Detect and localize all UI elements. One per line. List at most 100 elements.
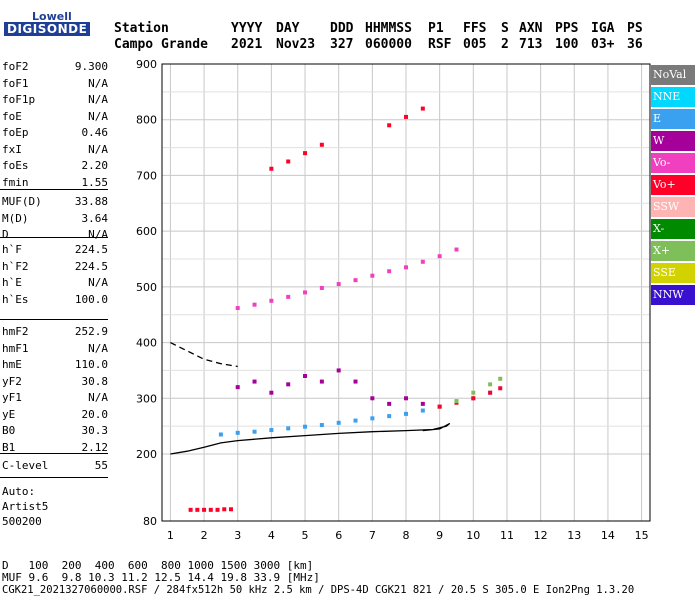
data-point bbox=[252, 429, 257, 434]
param-row: foF1 N/A bbox=[2, 77, 108, 93]
param-value: 0.46 bbox=[81, 126, 109, 139]
param-name: M(D) bbox=[2, 211, 29, 225]
data-point bbox=[454, 399, 459, 404]
x-tick-label: 4 bbox=[268, 529, 275, 542]
station-label: Station bbox=[114, 21, 169, 36]
data-point bbox=[488, 390, 493, 395]
header-col-label-yyyy: YYYY bbox=[231, 21, 263, 36]
data-point bbox=[336, 368, 341, 373]
legend-item-w: W bbox=[651, 131, 695, 151]
series-f2-2nd-hop-vo- bbox=[235, 247, 459, 311]
x-tick-label: 2 bbox=[201, 529, 208, 542]
data-point bbox=[498, 386, 503, 391]
muf-values: 9.6 9.8 10.3 11.2 12.5 14.4 19.8 33.9 [M… bbox=[28, 571, 320, 584]
param-value: 30.3 bbox=[81, 424, 109, 437]
auto-info-line: 500200 bbox=[2, 515, 42, 528]
data-point bbox=[269, 166, 274, 171]
data-point bbox=[286, 426, 291, 431]
legend-item-noval: NoVal bbox=[651, 65, 695, 85]
param-value: N/A bbox=[88, 93, 108, 106]
param-name: MUF(D) bbox=[2, 195, 42, 208]
data-point bbox=[420, 401, 425, 406]
param-row: h`E N/A bbox=[2, 276, 108, 292]
param-name: foF1p bbox=[2, 93, 36, 106]
data-point bbox=[286, 382, 291, 387]
distance-row: D 100 200 400 600 800 1000 1500 3000 [km… bbox=[2, 559, 313, 572]
data-point bbox=[404, 396, 408, 401]
param-value: 33.88 bbox=[74, 195, 108, 208]
param-row: M(D) 3.64 bbox=[2, 212, 108, 228]
data-point bbox=[319, 423, 324, 428]
data-point bbox=[303, 424, 308, 429]
param-value: 224.5 bbox=[74, 243, 108, 256]
logo-text-digisonde: DIGISONDE bbox=[4, 22, 91, 36]
param-value: 2.12 bbox=[81, 440, 109, 454]
param-value: 1.55 bbox=[81, 175, 109, 189]
header-col-value-yyyy: 2021 bbox=[231, 37, 263, 52]
data-point bbox=[488, 382, 493, 387]
param-value: 100.0 bbox=[74, 292, 108, 306]
header-col-label-s: S bbox=[501, 21, 509, 36]
y-tick-label: 300 bbox=[136, 392, 157, 405]
data-point bbox=[188, 507, 193, 512]
data-point bbox=[303, 374, 308, 378]
param-name: yF1 bbox=[2, 391, 22, 404]
param-row: foE N/A bbox=[2, 110, 108, 126]
header-col-label-axn: AXN bbox=[519, 21, 543, 36]
y-tick-label: 400 bbox=[136, 337, 157, 350]
series-f2-3rd-hop-vo- bbox=[269, 106, 425, 171]
legend-item-x: X+ bbox=[651, 241, 695, 261]
series-o-mode-vo- bbox=[437, 386, 503, 409]
param-value: 9.300 bbox=[74, 60, 108, 73]
data-point bbox=[215, 507, 220, 512]
param-row: yF1 N/A bbox=[2, 391, 108, 407]
y-tick-label: 600 bbox=[136, 225, 157, 238]
legend-item-x: X- bbox=[651, 219, 695, 239]
legend-item-vo: Vo- bbox=[651, 153, 695, 173]
param-row: B0 30.3 bbox=[2, 424, 108, 440]
header-col-value-ddd: 327 bbox=[330, 37, 354, 52]
data-point bbox=[404, 411, 408, 416]
param-name: foF2 bbox=[2, 60, 29, 73]
x-tick-label: 1 bbox=[167, 529, 174, 542]
distance-values: 100 200 400 600 800 1000 1500 3000 [km] bbox=[28, 559, 314, 572]
data-point bbox=[269, 428, 274, 433]
data-point bbox=[387, 414, 392, 419]
x-tick-label: 7 bbox=[369, 529, 376, 542]
data-point bbox=[370, 416, 375, 421]
param-row: hmF2 252.9 bbox=[2, 325, 108, 341]
data-point bbox=[437, 404, 442, 409]
param-name: B1 bbox=[2, 440, 16, 454]
param-separator bbox=[0, 453, 108, 454]
param-row: yE 20.0 bbox=[2, 408, 108, 424]
data-point bbox=[471, 396, 476, 401]
data-point bbox=[235, 430, 240, 435]
param-row: foEp 0.46 bbox=[2, 126, 108, 142]
header-col-value-hhmmss: 060000 bbox=[365, 37, 412, 52]
param-name: hmE bbox=[2, 358, 22, 371]
header-col-value-s: 2 bbox=[501, 37, 509, 52]
y-tick-label: 800 bbox=[136, 114, 157, 127]
param-value: N/A bbox=[88, 76, 108, 90]
header-col-label-p1: P1 bbox=[428, 21, 444, 36]
data-point bbox=[303, 151, 308, 156]
series-f2-trace-e- bbox=[218, 390, 493, 437]
data-point bbox=[353, 278, 358, 283]
data-point bbox=[420, 106, 425, 111]
data-point bbox=[387, 123, 392, 128]
param-name: foE bbox=[2, 109, 22, 123]
param-name: foF1 bbox=[2, 76, 29, 90]
profile-solid-line bbox=[170, 422, 451, 455]
data-point bbox=[387, 269, 392, 274]
param-row: h`F 224.5 bbox=[2, 243, 108, 259]
param-name: yE bbox=[2, 407, 16, 421]
data-point bbox=[471, 390, 476, 395]
x-tick-label: 11 bbox=[500, 529, 514, 542]
data-point bbox=[454, 247, 459, 252]
param-row: hmF1 N/A bbox=[2, 342, 108, 358]
param-name: fmin bbox=[2, 175, 29, 189]
station-value: Campo Grande bbox=[114, 37, 208, 52]
param-name: h`F bbox=[2, 243, 22, 256]
header-col-value-pps: 100 bbox=[555, 37, 579, 52]
